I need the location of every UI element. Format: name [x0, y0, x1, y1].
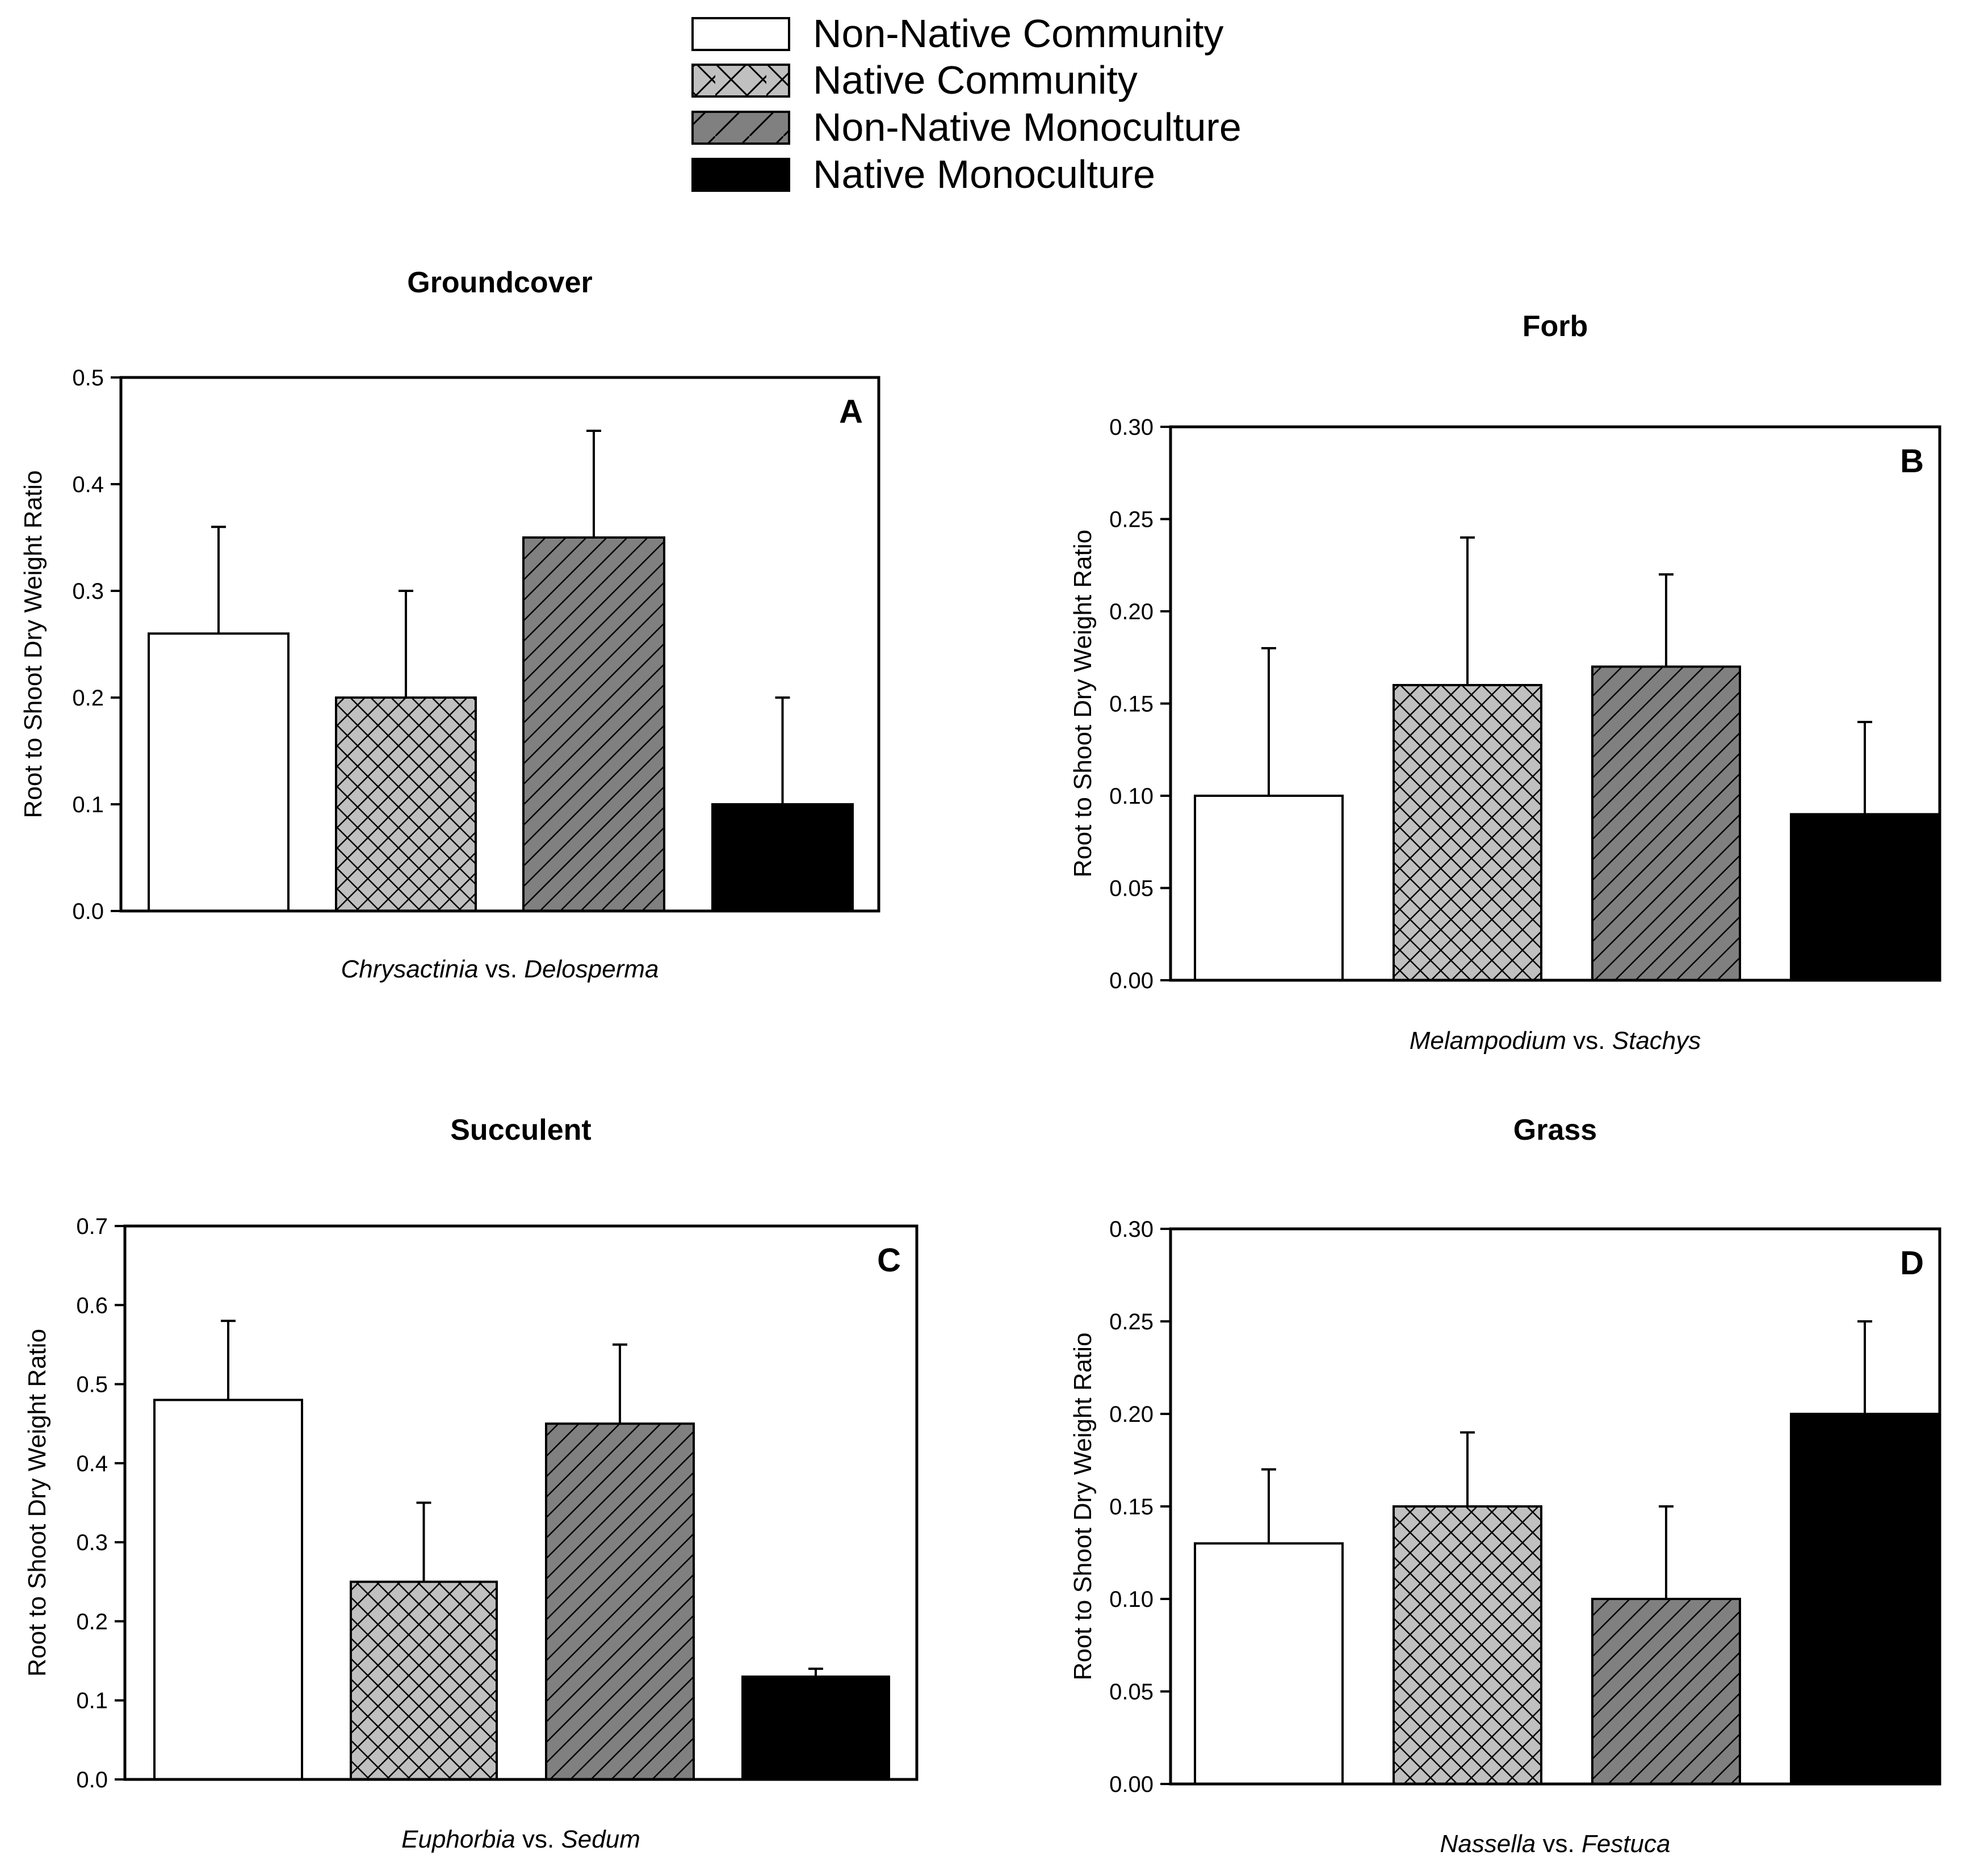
bar-native-monoculture — [1790, 813, 1940, 981]
y-tick-label: 0.00 — [1109, 968, 1154, 993]
plot-frame — [119, 376, 880, 913]
x-axis-label: Chrysactinia vs. Delosperma — [341, 955, 659, 983]
y-tick-label: 0.1 — [76, 1689, 108, 1714]
x-label-genus-2: Sedum — [561, 1825, 640, 1853]
y-tick-label: 0.00 — [1109, 1772, 1154, 1797]
x-label-vs: vs. — [1536, 1830, 1582, 1858]
plot-frame — [123, 1224, 918, 1781]
y-axis-label: Root to Shoot Dry Weight Ratio — [23, 1329, 51, 1677]
legend-label: Non-Native Monoculture — [813, 105, 1242, 149]
bar-non-native-community — [148, 632, 290, 912]
y-tick-label: 0.0 — [72, 899, 104, 924]
x-axis-label: Euphorbia vs. Sedum — [401, 1825, 640, 1853]
chart-panel-c: Succulent 0.0 0.1 0.2 0.3 0.4 0.5 0.6 0.7 Root to… — [23, 1114, 918, 1853]
y-tick-label: 0.30 — [1109, 1217, 1154, 1242]
legend: Non-Native Community Native Community No… — [691, 11, 1242, 196]
y-tick-label: 0.0 — [76, 1768, 108, 1792]
y-tick-label: 0.2 — [76, 1609, 108, 1634]
y-tick-label: 0.4 — [72, 472, 104, 497]
bar-non-native-monoculture — [1591, 665, 1741, 981]
y-tick-label: 0.6 — [76, 1293, 108, 1318]
y-axis-label: Root to Shoot Dry Weight Ratio — [19, 470, 47, 818]
y-tick-label: 0.4 — [76, 1451, 108, 1476]
legend-item-non-native-monoculture: Non-Native Monoculture — [691, 105, 1242, 149]
bar-non-native-community — [153, 1399, 303, 1781]
x-label-genus-1: Nassella — [1440, 1830, 1536, 1858]
y-tick-label: 0.10 — [1109, 1587, 1154, 1612]
x-label-vs: vs. — [479, 955, 525, 983]
legend-item-non-native-community: Non-Native Community — [691, 11, 1224, 56]
y-tick-label: 0.05 — [1109, 1680, 1154, 1705]
x-label-genus-1: Chrysactinia — [341, 955, 479, 983]
x-label-genus-2: Festuca — [1582, 1830, 1671, 1858]
legend-item-native-monoculture: Native Monoculture — [691, 152, 1155, 196]
x-axis-label: Nassella vs. Festuca — [1440, 1830, 1671, 1858]
y-axis-label: Root to Shoot Dry Weight Ratio — [1069, 530, 1097, 878]
x-label-vs: vs. — [515, 1825, 561, 1853]
y-tick-label: 0.3 — [72, 579, 104, 604]
bar-native-monoculture — [711, 803, 854, 912]
y-tick-label: 0.20 — [1109, 1402, 1154, 1427]
y-tick-label: 0.30 — [1109, 415, 1154, 440]
x-label-genus-1: Euphorbia — [401, 1825, 515, 1853]
y-tick-label: 0.05 — [1109, 876, 1154, 901]
y-tick-label: 0.3 — [76, 1530, 108, 1555]
legend-swatch-black — [691, 158, 790, 192]
x-axis-label: Melampodium vs. Stachys — [1410, 1027, 1701, 1055]
chart-panel-b: Forb 0.00 0.05 0.10 0.15 0.20 0.25 0.30 Root to … — [1069, 310, 1941, 1055]
y-tick-label: 0.15 — [1109, 1494, 1154, 1519]
y-tick-label: 0.5 — [72, 366, 104, 391]
y-tick-label: 0.15 — [1109, 692, 1154, 717]
x-label-genus-2: Delosperma — [524, 955, 659, 983]
chart-title: Groundcover — [407, 266, 593, 299]
y-tick-label: 0.25 — [1109, 1309, 1154, 1334]
y-tick-label: 0.10 — [1109, 784, 1154, 809]
legend-swatch-white — [691, 17, 790, 51]
legend-label: Native Community — [813, 58, 1138, 102]
bar-non-native-monoculture — [1591, 1598, 1741, 1785]
panel-letter: D — [1900, 1245, 1924, 1282]
chart-title: Grass — [1513, 1114, 1597, 1147]
panel-letter: B — [1900, 443, 1924, 480]
chart-title: Forb — [1523, 310, 1588, 343]
panel-letter: A — [839, 393, 863, 430]
y-tick-label: 0.2 — [72, 686, 104, 711]
legend-swatch-diagonal — [691, 111, 790, 145]
bar-non-native-community — [1194, 1542, 1344, 1785]
x-label-genus-2: Stachys — [1612, 1027, 1701, 1055]
chart-panel-a: Groundcover 0.0 0.1 0.2 0.3 0.4 0.5 Root to Sho… — [19, 266, 880, 983]
bar-non-native-community — [1194, 795, 1344, 981]
y-tick-label: 0.5 — [76, 1372, 108, 1397]
panel-letter: C — [877, 1242, 901, 1279]
chart-panels: Groundcover 0.0 0.1 0.2 0.3 0.4 0.5 Root to Sho… — [19, 266, 1941, 1858]
bar-native-community — [1393, 684, 1542, 981]
legend-label: Non-Native Community — [813, 11, 1224, 56]
legend-item-native-community: Native Community — [691, 58, 1138, 102]
y-tick-label: 0.25 — [1109, 507, 1154, 532]
y-tick-label: 0.1 — [72, 792, 104, 817]
bar-non-native-monoculture — [545, 1422, 695, 1781]
bar-native-monoculture — [741, 1675, 890, 1781]
chart-panel-d: Grass 0.00 0.05 0.10 0.15 0.20 0.25 0.30 Root to… — [1069, 1114, 1941, 1858]
y-tick-label: 0.20 — [1109, 599, 1154, 624]
bar-native-community — [350, 1580, 498, 1781]
bar-native-monoculture — [1790, 1413, 1940, 1785]
x-label-vs: vs. — [1566, 1027, 1612, 1055]
y-axis-label: Root to Shoot Dry Weight Ratio — [1069, 1332, 1097, 1680]
x-label-genus-1: Melampodium — [1410, 1027, 1566, 1055]
bar-native-community — [1393, 1505, 1542, 1785]
bar-native-community — [335, 696, 477, 912]
legend-label: Native Monoculture — [813, 152, 1155, 196]
legend-swatch-crosshatch — [691, 64, 790, 98]
chart-title: Succulent — [450, 1114, 592, 1147]
y-tick-label: 0.7 — [76, 1214, 108, 1239]
bar-non-native-monoculture — [522, 536, 665, 912]
